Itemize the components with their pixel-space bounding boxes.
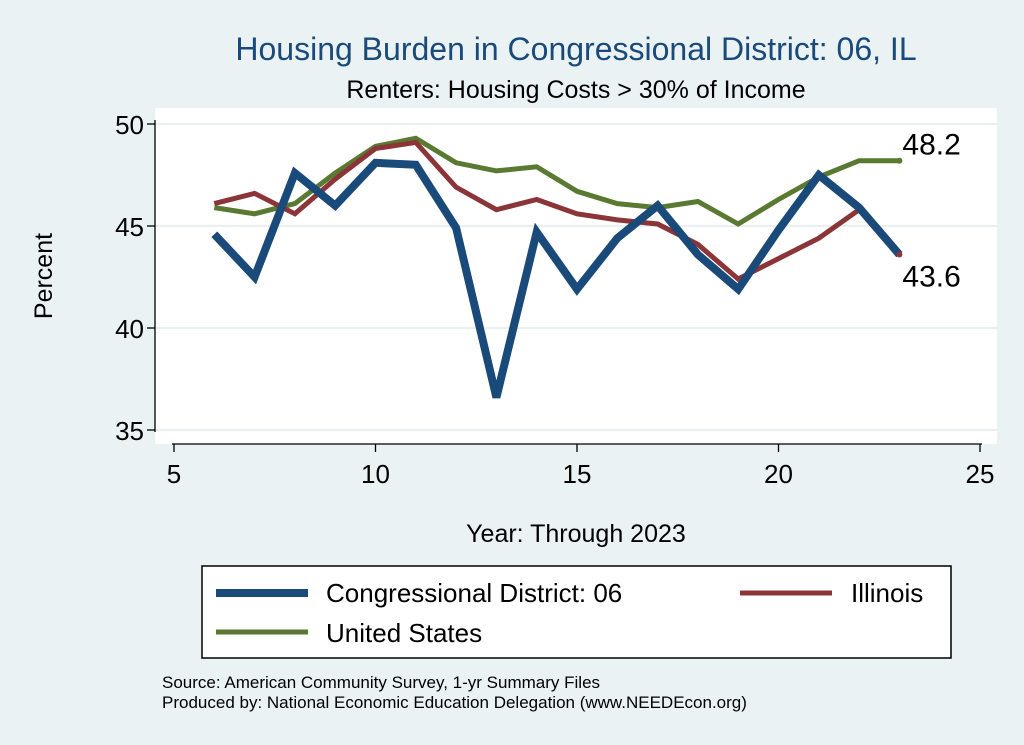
y-tick-label: 50 — [115, 110, 144, 140]
legend-label-congressional-district: Congressional District: 06 — [326, 578, 622, 608]
y-axis: 35 40 45 50 — [115, 110, 156, 446]
x-axis-title: Year: Through 2023 — [466, 520, 686, 548]
x-tick-label: 15 — [563, 459, 592, 489]
series-layer — [211, 135, 903, 399]
legend-label-united-states: United States — [326, 618, 482, 648]
y-tick-label: 45 — [115, 212, 144, 242]
end-marker-illinois — [896, 251, 903, 258]
grid-lines — [155, 123, 997, 431]
x-tick-label: 5 — [167, 459, 181, 489]
annotation-layer: 48.2 43.6 — [896, 129, 961, 294]
end-value-label-illinois: 43.6 — [902, 261, 960, 294]
chart-title: Housing Burden in Congressional District… — [235, 31, 916, 67]
legend-box — [201, 565, 952, 659]
source-line-2: Produced by: National Economic Education… — [162, 693, 747, 712]
legend-label-illinois: Illinois — [851, 578, 923, 608]
end-value-label-united-states: 48.2 — [902, 129, 960, 162]
x-tick-label: 25 — [966, 459, 995, 489]
x-tick-label: 10 — [361, 459, 390, 489]
legend: Congressional District: 06 Illinois Unit… — [201, 565, 952, 659]
y-axis-title: Percent — [30, 233, 58, 319]
series-line-illinois — [213, 139, 902, 282]
x-axis: 5 10 15 20 25 — [167, 443, 995, 489]
end-marker-united-states — [896, 157, 903, 164]
source-line-1: Source: American Community Survey, 1-yr … — [162, 673, 600, 692]
chart-subtitle: Renters: Housing Costs > 30% of Income — [346, 76, 805, 104]
series-line-congressional-district-06 — [211, 158, 903, 399]
y-tick-label: 35 — [115, 416, 144, 446]
series-line-united-states — [213, 135, 900, 227]
y-tick-label: 40 — [115, 314, 144, 344]
x-tick-label: 20 — [764, 459, 793, 489]
